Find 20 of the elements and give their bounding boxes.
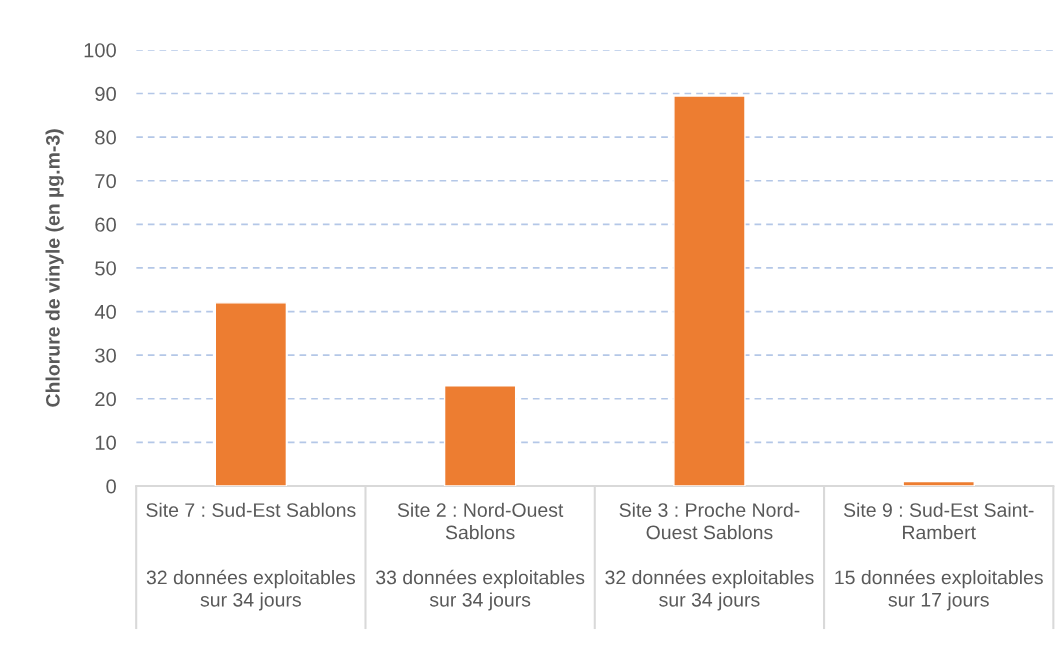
- bar: [673, 95, 746, 486]
- y-tick-label: 100: [84, 43, 116, 58]
- y-tick-label: 10: [95, 435, 116, 450]
- category-label: Site 9 : Sud-Est Saint- Rambert 15 données exploitables sur 17 jours: [835, 502, 1043, 611]
- y-tick-label: 30: [95, 348, 116, 363]
- y-tick-label: 90: [95, 86, 116, 101]
- category-label: Site 7 : Sud-Est Sablons 32 données exploitables sur 34 jours: [146, 502, 356, 611]
- y-tick-label: 20: [95, 392, 116, 407]
- y-tick-label: 70: [95, 173, 116, 189]
- bar: [214, 302, 288, 486]
- bar: [902, 480, 975, 486]
- y-tick-label: 60: [95, 217, 116, 232]
- y-tick-label: 0: [106, 479, 116, 494]
- y-tick-label: 40: [94, 304, 116, 320]
- category-label: Site 3 : Proche Nord- Ouest Sablons 32 données exploitables sur 34 jours: [605, 502, 814, 611]
- y-axis-title: Chlorure de vinyle (en µg.m-3): [45, 129, 64, 407]
- y-tick-label: 50: [95, 261, 116, 276]
- bar: [443, 385, 517, 486]
- y-tick-label: 80: [95, 130, 116, 145]
- category-label: Site 2 : Nord-Ouest Sablons 33 données exploitables sur 34 jours: [376, 502, 585, 611]
